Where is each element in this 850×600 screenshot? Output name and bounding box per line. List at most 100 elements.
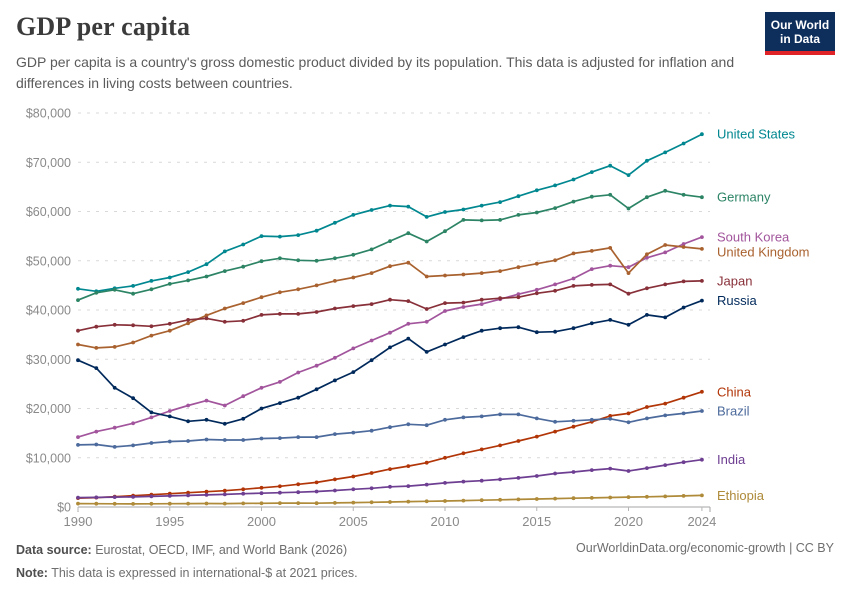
data-point (479, 414, 484, 419)
data-point (479, 498, 484, 503)
chart-svg[interactable]: $0 $10,000 $20,000 $30,000 $40,000 $50,000 $60… (0, 0, 850, 535)
data-point (222, 306, 227, 311)
data-point (498, 477, 502, 482)
data-point (571, 424, 576, 429)
series-label-south-korea[interactable]: South Korea (717, 230, 790, 245)
data-point (700, 298, 704, 303)
data-point (333, 355, 337, 360)
data-point (314, 228, 319, 233)
data-point (553, 471, 557, 476)
data-source-label: Data source: (16, 543, 92, 557)
data-point (700, 457, 704, 462)
data-point (222, 403, 227, 408)
data-point (626, 291, 631, 296)
data-point (571, 470, 576, 474)
series-label-brazil[interactable]: Brazil (717, 403, 750, 418)
series-label-china[interactable]: China (717, 384, 752, 399)
x-tick-label: 2005 (339, 514, 368, 529)
series-line-china[interactable] (77, 390, 703, 499)
data-point (76, 501, 80, 506)
owid-license-link[interactable]: OurWorldinData.org/economic-growth | CC … (576, 541, 834, 555)
data-point (204, 417, 209, 422)
data-point (516, 265, 521, 270)
data-point (608, 318, 613, 322)
data-point (571, 496, 576, 501)
data-point (314, 435, 319, 439)
data-point (406, 484, 411, 488)
data-point (369, 271, 374, 275)
series-line-india[interactable] (77, 458, 703, 499)
series-label-united-kingdom[interactable]: United Kingdom (717, 245, 810, 260)
series-line-russia[interactable] (77, 299, 703, 425)
data-point (94, 290, 99, 295)
y-tick-label: $50,000 (26, 254, 71, 268)
data-point (167, 275, 172, 280)
data-point (204, 262, 209, 267)
x-tick-label: 2000 (247, 514, 276, 529)
data-point (333, 279, 337, 283)
data-point (131, 502, 136, 506)
series-label-russia[interactable]: Russia (717, 293, 758, 308)
data-point (406, 422, 411, 427)
data-point (259, 313, 264, 317)
data-point (645, 158, 649, 163)
data-point (424, 274, 429, 279)
x-tick-label: 2020 (614, 514, 643, 529)
data-point (516, 194, 521, 199)
data-point (681, 279, 686, 284)
data-point (534, 291, 539, 296)
owid-logo[interactable]: Our World in Data (765, 12, 835, 55)
data-point (94, 346, 99, 350)
series-label-united-states[interactable]: United States (717, 127, 796, 142)
data-point (333, 220, 337, 225)
data-point (479, 271, 484, 275)
data-point (314, 387, 319, 392)
data-point (663, 315, 668, 320)
data-point (131, 396, 136, 401)
data-point (589, 321, 594, 326)
data-point (241, 491, 246, 496)
data-point (443, 342, 447, 347)
data-source-line: Data source: Eurostat, OECD, IMF, and Wo… (16, 539, 358, 562)
data-point (424, 350, 429, 354)
data-point (553, 206, 557, 211)
data-point (369, 247, 374, 252)
data-point (424, 307, 429, 311)
data-point (167, 414, 172, 419)
data-point (94, 495, 99, 500)
chart-subtitle: GDP per capita is a country's gross dome… (16, 54, 735, 91)
data-point (461, 479, 466, 484)
data-point (516, 412, 521, 417)
data-point (241, 242, 246, 247)
series-label-ethiopia[interactable]: Ethiopia (717, 488, 765, 503)
data-point (663, 150, 668, 155)
data-point (241, 487, 246, 492)
data-point (681, 141, 686, 146)
x-tick-label: 1990 (64, 514, 93, 529)
series-label-japan[interactable]: Japan (717, 273, 752, 288)
data-point (131, 291, 136, 296)
data-point (663, 463, 668, 467)
series-label-germany[interactable]: Germany (717, 190, 771, 205)
data-point (516, 325, 521, 330)
data-point (278, 501, 282, 505)
data-point (571, 199, 576, 204)
series-label-india[interactable]: India (717, 452, 746, 467)
data-point (149, 333, 154, 338)
data-point (296, 370, 301, 375)
y-tick-label: $60,000 (26, 205, 71, 219)
data-point (296, 501, 301, 505)
data-point (479, 297, 484, 302)
data-point (516, 439, 521, 443)
data-point (479, 478, 484, 483)
data-point (589, 496, 594, 500)
data-point (516, 292, 521, 297)
data-point (259, 491, 264, 496)
data-point (112, 345, 117, 349)
data-point (700, 493, 704, 498)
data-point (645, 494, 649, 499)
data-point (369, 208, 374, 212)
data-point (443, 210, 447, 214)
data-point (76, 328, 80, 333)
data-point (241, 301, 246, 305)
